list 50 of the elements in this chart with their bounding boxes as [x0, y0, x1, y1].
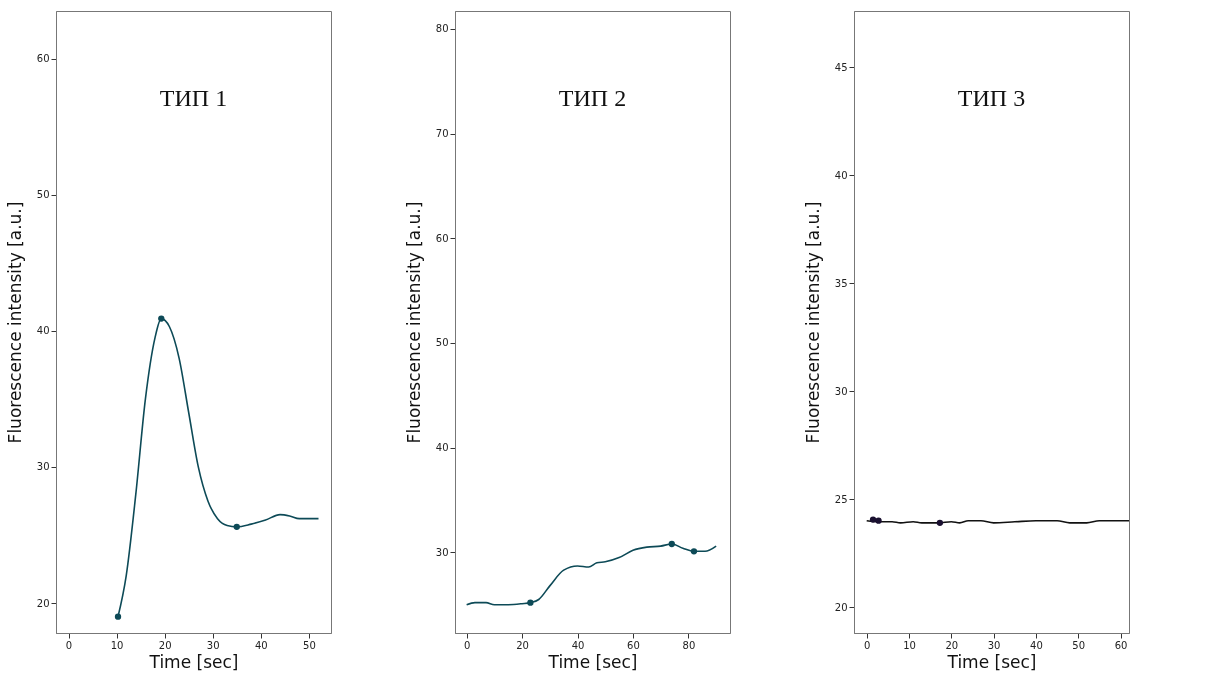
y-tick-label: 40	[36, 325, 50, 337]
y-tick-label: 80	[435, 23, 449, 35]
y-tick-label: 35	[834, 277, 848, 289]
y-tick-label: 30	[36, 461, 50, 473]
y-axis-title: Fluorescence intensity [a.u.]	[403, 201, 424, 444]
y-tick-label: 60	[435, 232, 449, 244]
y-tick-label: 30	[435, 546, 449, 558]
x-tick-label: 30	[206, 639, 220, 651]
x-tick-label: 50	[1072, 639, 1086, 651]
x-tick-label: 0	[65, 639, 73, 651]
x-tick-label: 0	[864, 639, 871, 651]
x-tick-label: 20	[516, 639, 529, 651]
x-tick-label: 40	[571, 639, 585, 651]
y-tick-label: 25	[834, 493, 848, 505]
y-tick-label: 60	[36, 53, 50, 65]
point	[233, 523, 240, 530]
x-tick-label: 40	[1030, 639, 1043, 651]
x-axis-title: Time [sec]	[946, 651, 1037, 672]
y-tick-label: 30	[834, 385, 848, 397]
x-tick-label: 0	[463, 639, 471, 651]
y-tick-label: 20	[834, 601, 848, 613]
y-tick-label: 20	[36, 597, 50, 609]
x-tick-label: 10	[903, 639, 916, 651]
x-tick-label: 60	[627, 639, 640, 651]
y-axis-title: Fluorescence intensity [a.u.]	[4, 201, 25, 444]
point	[668, 540, 675, 548]
x-axis-title: Time [sec]	[547, 651, 638, 672]
x-tick-label: 10	[110, 639, 124, 651]
y-tick-label: 50	[36, 189, 50, 201]
x-axis-title: Time [sec]	[148, 651, 239, 672]
point	[158, 315, 165, 322]
annotation: ТИП 1	[159, 85, 228, 111]
point	[527, 599, 534, 606]
x-tick-label: 30	[987, 639, 1001, 651]
y-axis-title: Fluorescence intensity [a.u.]	[802, 201, 823, 444]
x-tick-label: 60	[1114, 639, 1128, 651]
y-tick-label: 40	[435, 442, 449, 454]
annotation: ТИП 2	[558, 85, 627, 111]
point	[114, 613, 122, 620]
y-tick-label: 50	[435, 337, 449, 349]
x-tick-label: 20	[158, 639, 172, 651]
y-tick-label: 40	[834, 169, 848, 181]
y-tick-label: 45	[834, 61, 848, 73]
y-tick-label: 70	[435, 128, 449, 140]
point	[690, 548, 698, 555]
x-tick-label: 80	[682, 639, 696, 651]
x-tick-label: 20	[945, 639, 959, 651]
annotation: ТИП 3	[957, 85, 1026, 111]
x-tick-label: 50	[303, 639, 316, 651]
x-tick-label: 40	[254, 639, 268, 651]
